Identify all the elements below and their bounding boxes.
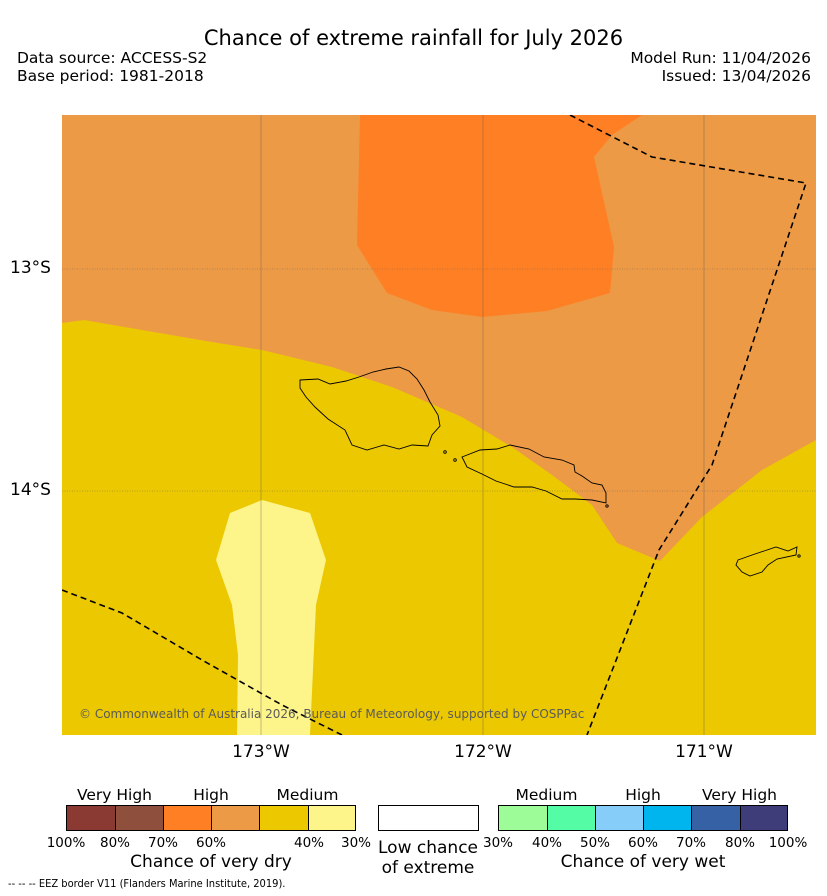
legend-wet-tick: 40% — [531, 835, 562, 851]
copyright-credit: © Commonwealth of Australia 2026, Bureau… — [79, 707, 585, 721]
legend-low-swatch — [378, 805, 479, 831]
legend-low-caption: Low chance of extreme — [368, 838, 488, 878]
legend-dry-very-high: Very High — [76, 786, 153, 804]
legend-wet-tick: 30% — [482, 835, 513, 851]
map-title: Chance of extreme rainfall for July 2026 — [203, 26, 624, 50]
header-meta-right: Model Run: 11/04/2026 Issued: 13/04/2026 — [630, 49, 811, 85]
islands — [299, 366, 801, 577]
island-upolu — [461, 444, 607, 504]
eez-border-note: -- -- -- EEZ border V11 (Flanders Marine… — [8, 877, 286, 890]
legend-wet-swatch-3 — [595, 805, 644, 831]
region-very-dry-high — [357, 115, 642, 317]
legend-dry-tick: 80% — [99, 835, 130, 851]
legend-dry-swatch-1 — [66, 805, 116, 831]
legend-wet-swatch-5 — [691, 805, 741, 831]
legend-wet-tick: 100% — [768, 835, 808, 851]
lon-label-171w: 171°W — [675, 742, 733, 762]
lon-label-172w: 172°W — [454, 742, 512, 762]
region-very-dry-30-40 — [216, 500, 326, 735]
legend-low-caption-line1: Low chance — [378, 838, 478, 858]
eez-border — [62, 115, 808, 735]
map-graticule — [62, 115, 816, 735]
legend-dry-tick: 30% — [340, 835, 371, 851]
model-run-label: Model Run: 11/04/2026 — [630, 49, 811, 67]
legend-dry-tick: 40% — [293, 835, 324, 851]
legend-wet-swatch-4 — [643, 805, 692, 831]
legend-wet-tick: 80% — [724, 835, 755, 851]
legend-dry-tick: 100% — [46, 835, 86, 851]
legend-low-caption-line2: of extreme — [381, 858, 475, 878]
lon-label-173w: 173°W — [232, 742, 290, 762]
island-tutuila — [735, 546, 798, 577]
legend-dry-swatch-3 — [163, 805, 212, 831]
lat-label-14s: 14°S — [10, 480, 51, 500]
legend-dry-high: High — [193, 786, 229, 804]
legend-wet-high: High — [625, 786, 661, 804]
legend-wet-tick: 60% — [627, 835, 658, 851]
base-period-label: Base period: 1981-2018 — [17, 67, 204, 85]
legend-dry-swatch-4 — [211, 805, 260, 831]
legend-wet-very-high: Very High — [701, 786, 778, 804]
issued-label: Issued: 13/04/2026 — [661, 67, 811, 85]
legend-wet-swatch-6 — [740, 805, 788, 831]
legend-dry-swatch-5 — [259, 805, 309, 831]
legend-wet-medium: Medium — [515, 786, 578, 804]
island-savaii — [299, 366, 441, 451]
legend-dry-tick: 60% — [195, 835, 226, 851]
legend-dry-swatch-2 — [115, 805, 164, 831]
legend-dry-tick: 70% — [147, 835, 178, 851]
header-meta-left: Data source: ACCESS-S2 Base period: 1981… — [17, 49, 207, 85]
legend-wet-tick: 70% — [675, 835, 706, 851]
rainfall-map — [62, 115, 816, 735]
legend-dry-medium: Medium — [276, 786, 339, 804]
lat-label-13s: 13°S — [10, 258, 51, 278]
data-source-label: Data source: ACCESS-S2 — [17, 49, 208, 67]
legend-wet-swatch-2 — [547, 805, 596, 831]
legend-dry-swatch-6 — [308, 805, 356, 831]
legend-wet-caption: Chance of very wet — [560, 852, 726, 872]
legend-wet-tick: 50% — [579, 835, 610, 851]
legend-wet-swatch-1 — [498, 805, 548, 831]
legend-dry-caption: Chance of very dry — [130, 852, 292, 872]
